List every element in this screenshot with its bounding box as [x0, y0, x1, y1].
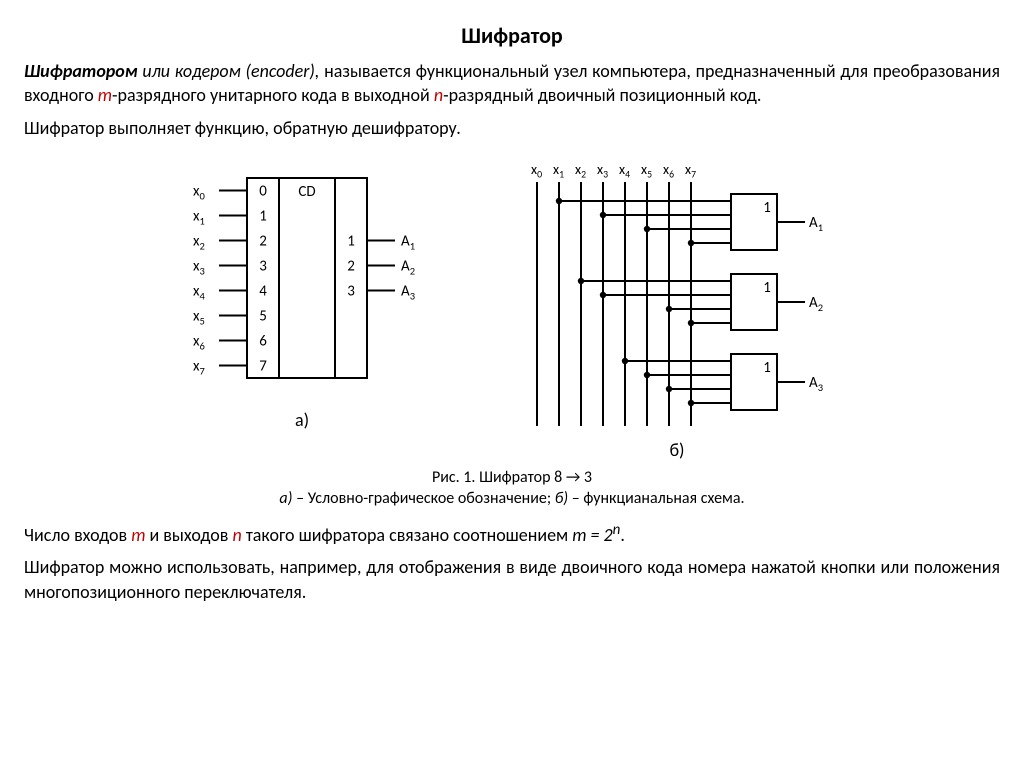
svg-text:CD: CD — [298, 183, 315, 201]
figure-a: CD x0 0 x1 1 x2 2 x3 3 x4 4 x5 5 x6 6 x7 7 1 A1 2 A2 3 A3 а) — [177, 158, 427, 461]
text: -разрядный двоичный позиционный код. — [443, 84, 761, 106]
caption-line1: Рис. 1. Шифратор 8 → 3 — [432, 468, 592, 487]
figure-a-label: а) — [295, 409, 309, 431]
figure-b: x0 x1 x2 x3 x4 x5 x6 x7 1 A1 1 A2 1 A3 б) — [507, 158, 847, 461]
diagram-a-svg: CD x0 0 x1 1 x2 2 x3 3 x4 4 x5 5 x6 6 x7 7 1 A1 2 A2 3 A3 — [177, 158, 427, 403]
caption-b-text: – функцианальная схема. — [568, 489, 744, 508]
var-n: n — [232, 524, 241, 546]
svg-text:x3: x3 — [193, 257, 205, 277]
var-m: m — [98, 84, 112, 106]
svg-text:x4: x4 — [193, 282, 206, 302]
svg-text:3: 3 — [259, 257, 267, 275]
svg-text:x7: x7 — [193, 357, 205, 377]
svg-text:3: 3 — [347, 282, 355, 300]
svg-text:1: 1 — [347, 232, 355, 250]
text: . — [620, 524, 625, 546]
svg-text:A3: A3 — [809, 374, 823, 394]
svg-text:x5: x5 — [193, 307, 205, 327]
page-title: Шифратор — [24, 22, 1000, 49]
svg-text:A1: A1 — [809, 214, 823, 234]
svg-text:A2: A2 — [401, 257, 415, 277]
term-bold-italic: Шифратором — [24, 60, 138, 82]
svg-text:4: 4 — [259, 282, 267, 300]
figure-row: CD x0 0 x1 1 x2 2 x3 3 x4 4 x5 5 x6 6 x7 7 1 A1 2 A2 3 A3 а) x… — [24, 158, 1000, 461]
svg-text:x3: x3 — [597, 161, 608, 181]
svg-text:1: 1 — [259, 207, 267, 225]
caption-a-italic: а) — [279, 489, 292, 508]
svg-text:A1: A1 — [401, 232, 415, 252]
svg-text:x6: x6 — [663, 161, 674, 181]
svg-text:5: 5 — [259, 307, 267, 325]
paragraph-definition: Шифратором или кодером (encoder), называ… — [24, 59, 1000, 108]
term-italic: или кодером (encoder), — [138, 60, 320, 82]
svg-text:x1: x1 — [553, 161, 564, 181]
svg-text:2: 2 — [347, 257, 355, 275]
text: Число входов — [24, 524, 131, 546]
caption-b-italic: б) — [555, 489, 568, 508]
paragraph-inverse: Шифратор выполняет функцию, обратную деш… — [24, 116, 1000, 140]
var-m: m — [131, 524, 145, 546]
text: и выходов — [145, 524, 232, 546]
text: -разрядного унитарного кода в выходной — [112, 84, 434, 106]
svg-text:2: 2 — [259, 232, 267, 250]
equation: m = 2 — [572, 524, 612, 546]
paragraph-usage: Шифратор можно использовать, например, д… — [24, 555, 1000, 604]
text: такого шифратора связано соотношением — [242, 524, 572, 546]
svg-text:0: 0 — [259, 182, 267, 200]
svg-text:x5: x5 — [641, 161, 652, 181]
svg-text:x0: x0 — [531, 161, 542, 181]
svg-text:1: 1 — [763, 199, 771, 217]
svg-text:x0: x0 — [193, 182, 206, 202]
svg-text:A3: A3 — [401, 282, 415, 302]
figure-caption: Рис. 1. Шифратор 8 → 3 а) – Условно-граф… — [24, 467, 1000, 510]
diagram-b-svg: x0 x1 x2 x3 x4 x5 x6 x7 1 A1 1 A2 1 A3 — [507, 158, 847, 433]
figure-b-label: б) — [669, 439, 684, 461]
svg-text:x4: x4 — [619, 161, 630, 181]
svg-text:x2: x2 — [575, 161, 586, 181]
svg-text:x2: x2 — [193, 232, 205, 252]
svg-text:1: 1 — [763, 279, 771, 297]
svg-text:x6: x6 — [193, 332, 205, 352]
paragraph-relation: Число входов m и выходов n такого шифрат… — [24, 520, 1000, 547]
svg-text:A2: A2 — [809, 294, 823, 314]
svg-text:7: 7 — [259, 357, 267, 375]
svg-text:x1: x1 — [193, 207, 205, 227]
svg-text:1: 1 — [763, 359, 771, 377]
svg-text:x7: x7 — [685, 161, 696, 181]
caption-a-text: – Условно-графическое обозначение; — [293, 489, 555, 508]
var-n: n — [434, 84, 443, 106]
svg-text:6: 6 — [259, 332, 267, 350]
